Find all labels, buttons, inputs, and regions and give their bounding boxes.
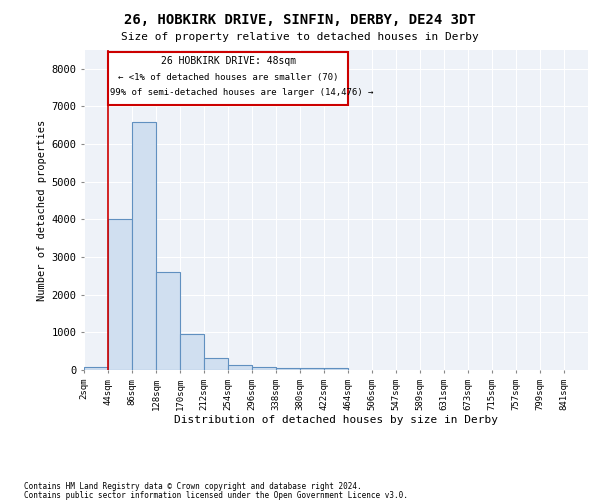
Bar [156, 272, 180, 370]
Bar [228, 365, 252, 370]
Bar [276, 368, 300, 370]
FancyBboxPatch shape [108, 52, 348, 104]
Text: 99% of semi-detached houses are larger (14,476) →: 99% of semi-detached houses are larger (… [110, 88, 374, 97]
X-axis label: Distribution of detached houses by size in Derby: Distribution of detached houses by size … [174, 416, 498, 426]
Bar [324, 368, 348, 370]
Bar [132, 122, 156, 370]
Bar [84, 368, 108, 370]
Text: Size of property relative to detached houses in Derby: Size of property relative to detached ho… [121, 32, 479, 42]
Bar [252, 367, 276, 370]
Text: 26, HOBKIRK DRIVE, SINFIN, DERBY, DE24 3DT: 26, HOBKIRK DRIVE, SINFIN, DERBY, DE24 3… [124, 12, 476, 26]
Text: Contains HM Land Registry data © Crown copyright and database right 2024.: Contains HM Land Registry data © Crown c… [24, 482, 362, 491]
Y-axis label: Number of detached properties: Number of detached properties [37, 120, 47, 300]
Text: ← <1% of detached houses are smaller (70): ← <1% of detached houses are smaller (70… [118, 73, 338, 82]
Bar [108, 220, 132, 370]
Bar [204, 358, 228, 370]
Text: Contains public sector information licensed under the Open Government Licence v3: Contains public sector information licen… [24, 490, 408, 500]
Bar [300, 368, 324, 370]
Bar [180, 334, 204, 370]
Text: 26 HOBKIRK DRIVE: 48sqm: 26 HOBKIRK DRIVE: 48sqm [161, 56, 296, 66]
